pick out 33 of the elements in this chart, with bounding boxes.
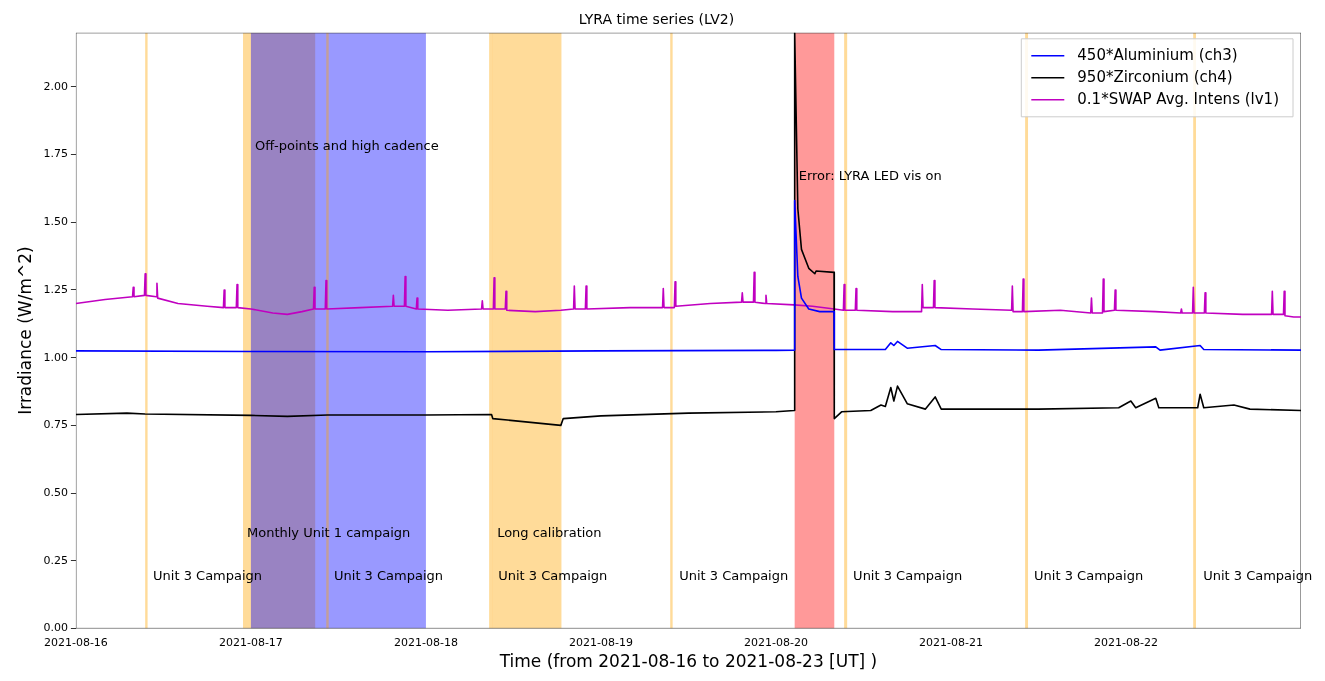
legend-label: 950*Zirconium (ch4) [1077, 67, 1233, 86]
annotation: Unit 3 Campaign [153, 568, 263, 584]
annotation: Unit 3 Campaign [334, 568, 444, 584]
y-tick-label: 1.50 [43, 215, 68, 229]
y-tick-label: 0.25 [43, 553, 68, 567]
y-tick-label: 2.00 [43, 79, 68, 93]
annotation: Unit 3 Campaign [679, 568, 789, 584]
y-tick-label: 0.75 [43, 418, 68, 432]
annotation: Unit 3 Campaign [1203, 568, 1313, 584]
y-axis-title: Irradiance (W/m^2) [14, 246, 35, 415]
y-tick-label: 0.50 [43, 485, 68, 499]
annotation: Unit 3 Campaign [1034, 568, 1144, 584]
chart-title: LYRA time series (LV2) [578, 11, 735, 28]
x-tick-label: 2021-08-21 [919, 635, 983, 649]
y-tick-label: 0.00 [43, 621, 68, 635]
y-tick-label: 1.00 [43, 350, 68, 364]
y-tick-label: 1.75 [43, 147, 68, 161]
x-tick-label: 2021-08-18 [393, 635, 458, 649]
x-tick-label: 2021-08-20 [743, 635, 808, 649]
x-tick-label: 2021-08-16 [43, 635, 108, 649]
x-tick-label: 2021-08-19 [568, 635, 633, 649]
annotation: Unit 3 Campaign [498, 568, 608, 584]
y-tick-label: 1.25 [43, 282, 68, 296]
x-tick-label: 2021-08-17 [218, 635, 283, 649]
annotation: Long calibration [497, 525, 602, 541]
x-tick-label: 2021-08-22 [1094, 635, 1158, 649]
annotation: Unit 3 Campaign [853, 568, 963, 584]
annotation: Off-points and high cadence [254, 137, 439, 153]
x-axis-title: Time (from 2021-08-16 to 2021-08-23 [UT] ) [498, 651, 878, 672]
annotation: Error: LYRA LED vis on [798, 167, 942, 183]
legend-label: 0.1*SWAP Avg. Intens (lv1) [1077, 89, 1279, 108]
annotation: Monthly Unit 1 campaign [247, 525, 411, 541]
legend-label: 450*Aluminium (ch3) [1077, 45, 1238, 64]
